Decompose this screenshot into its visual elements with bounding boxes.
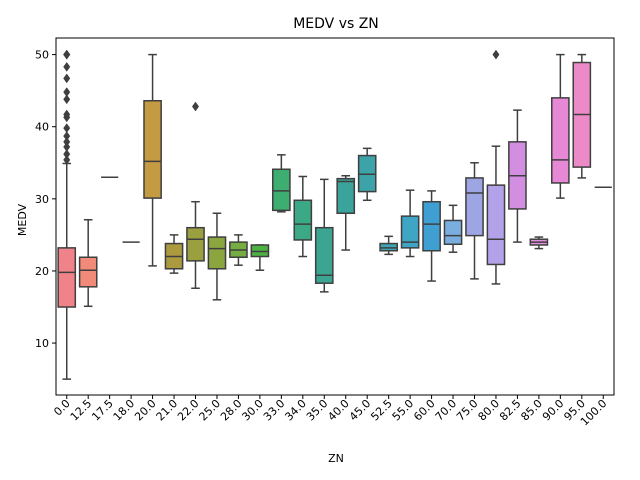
- plot-background: [56, 38, 614, 395]
- outlier-point: [63, 123, 71, 134]
- box-55.0: [400, 189, 420, 258]
- outlier-point: [63, 136, 71, 147]
- box-95.0: [572, 53, 592, 179]
- box-45.0: [357, 147, 377, 202]
- iqr-box: [486, 184, 506, 266]
- iqr-box: [293, 199, 313, 241]
- box-28.0: [229, 234, 248, 266]
- iqr-box: [186, 226, 205, 262]
- boxes-layer: [57, 49, 612, 380]
- iqr-box: [465, 177, 484, 237]
- y-tick-label: 40: [35, 121, 49, 134]
- box-82.5: [508, 109, 527, 243]
- outlier-point: [63, 49, 71, 60]
- outlier-point: [63, 94, 71, 105]
- y-tick-label: 30: [35, 193, 49, 206]
- iqr-box: [400, 215, 420, 249]
- box-30.0: [250, 244, 270, 271]
- box-52.5: [379, 235, 398, 256]
- iqr-box: [422, 200, 441, 252]
- box-25.0: [207, 212, 227, 301]
- box-35.0: [314, 178, 334, 293]
- box-21.0: [164, 234, 184, 274]
- box-70.0: [443, 204, 463, 253]
- box-75.0: [465, 162, 484, 280]
- outlier-point: [63, 141, 71, 152]
- x-axis-label: ZN: [328, 452, 344, 465]
- box-40.0: [336, 175, 356, 251]
- plot-area: [55, 37, 615, 396]
- outlier-point: [63, 73, 71, 84]
- x-axis: 0.012.517.518.020.021.022.025.028.030.03…: [51, 395, 609, 428]
- chart-title: MEDV vs ZN: [293, 16, 379, 32]
- iqr-box: [272, 168, 291, 212]
- iqr-box: [336, 177, 356, 215]
- box-0.0: [57, 49, 77, 380]
- box-60.0: [422, 190, 441, 282]
- box-22.0: [186, 101, 205, 290]
- box-90.0: [551, 53, 570, 199]
- outlier-point: [63, 87, 71, 98]
- y-axis: 10 20 30 40 50: [35, 49, 56, 350]
- iqr-box: [443, 219, 463, 246]
- plot-frame: [55, 37, 615, 396]
- outlier-point: [63, 149, 71, 160]
- iqr-box: [314, 226, 334, 284]
- box-34.0: [293, 175, 313, 258]
- outlier-point: [63, 131, 71, 141]
- box-20.0: [143, 53, 162, 267]
- y-axis-label: MEDV: [16, 203, 29, 236]
- outlier-point: [492, 49, 500, 60]
- outlier-point: [63, 154, 71, 165]
- box-33.0: [272, 154, 291, 213]
- y-tick-label: 50: [35, 49, 49, 62]
- y-tick-label: 20: [35, 265, 49, 278]
- outlier-point: [63, 109, 71, 120]
- iqr-box: [207, 236, 227, 270]
- iqr-box: [57, 247, 77, 308]
- outlier-point: [63, 61, 71, 72]
- box-85.0: [529, 236, 549, 250]
- iqr-box: [143, 99, 162, 199]
- iqr-box: [78, 256, 98, 288]
- box-12.5: [78, 218, 98, 308]
- box-80.0: [486, 49, 506, 285]
- y-tick-label: 10: [35, 337, 49, 350]
- outlier-point: [191, 101, 200, 112]
- iqr-box: [551, 97, 570, 184]
